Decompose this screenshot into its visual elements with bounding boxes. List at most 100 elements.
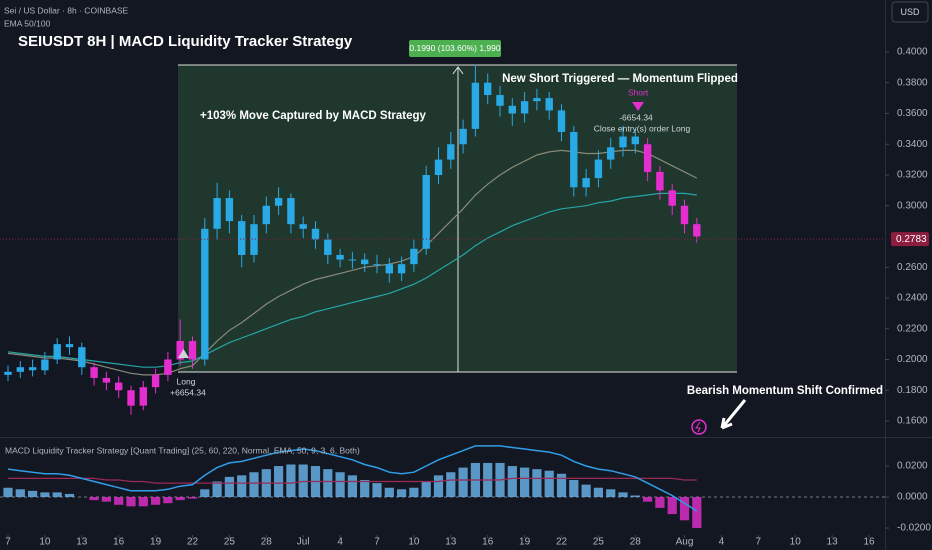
histogram-bar bbox=[360, 479, 370, 498]
candle-body bbox=[41, 359, 49, 371]
y-tick-label: 0.1600 bbox=[897, 416, 928, 427]
histogram-bar bbox=[323, 469, 333, 498]
candle-body bbox=[65, 344, 74, 348]
candle-body bbox=[459, 128, 467, 145]
candle-body bbox=[373, 264, 381, 266]
histogram-bar bbox=[101, 497, 112, 502]
histogram-bar bbox=[298, 464, 308, 498]
histogram-bar bbox=[163, 497, 173, 504]
histogram-bar bbox=[335, 472, 345, 498]
candle-body bbox=[53, 344, 61, 360]
histogram-bar bbox=[126, 497, 136, 507]
candle-body bbox=[348, 259, 357, 261]
x-tick-label: 16 bbox=[482, 537, 494, 548]
last-price-tag bbox=[891, 232, 929, 247]
candle-body bbox=[385, 264, 393, 274]
y-tick-label: 0.2600 bbox=[897, 262, 928, 273]
histogram-bar bbox=[249, 472, 259, 498]
histogram-bar bbox=[175, 497, 185, 501]
measure-arrow bbox=[452, 66, 464, 75]
histogram-bar bbox=[52, 492, 62, 498]
short-note: Close entry(s) order Long bbox=[594, 123, 691, 133]
histogram-bar bbox=[212, 481, 222, 498]
histogram-bar bbox=[372, 483, 382, 498]
candle-body bbox=[287, 198, 295, 225]
x-tick-label: 7 bbox=[756, 537, 762, 548]
candle-body bbox=[434, 159, 443, 175]
candle-body bbox=[238, 221, 246, 255]
long-marker bbox=[178, 349, 189, 358]
histogram-bar bbox=[606, 489, 616, 498]
y-tick-label: 0.2200 bbox=[897, 323, 928, 334]
candle-body bbox=[533, 98, 541, 102]
ema-line bbox=[7, 149, 698, 376]
candle-body bbox=[422, 174, 430, 249]
y-tick-label: 0.0200 bbox=[897, 461, 928, 472]
x-tick-label: 10 bbox=[790, 537, 802, 548]
y-tick-label: 0.3200 bbox=[897, 170, 928, 181]
histogram-bar bbox=[679, 497, 690, 521]
alert-icon[interactable] bbox=[691, 419, 707, 435]
histogram-bar bbox=[114, 497, 124, 505]
y-tick-label: 0.1800 bbox=[897, 385, 928, 396]
histogram-bar bbox=[347, 475, 358, 498]
candle-body bbox=[115, 382, 123, 391]
histogram-bar bbox=[286, 464, 296, 498]
x-tick-label: 10 bbox=[39, 537, 51, 548]
currency-button[interactable] bbox=[891, 1, 929, 23]
histogram-bar bbox=[89, 497, 99, 501]
x-tick-label: 7 bbox=[5, 537, 11, 548]
x-tick-label: 10 bbox=[408, 537, 420, 548]
histogram-bar bbox=[692, 497, 702, 529]
last-price-label: 0.2783 bbox=[896, 234, 927, 245]
histogram-bar bbox=[384, 487, 394, 498]
histogram-bar bbox=[581, 484, 591, 498]
candle-body bbox=[188, 341, 197, 360]
candle-body bbox=[262, 205, 270, 225]
currency-label: USD bbox=[900, 7, 920, 17]
candle-body bbox=[471, 82, 480, 129]
y-tick-label: 0.0000 bbox=[897, 492, 928, 503]
candle-body bbox=[557, 110, 566, 132]
histogram-bar bbox=[556, 473, 567, 498]
histogram-bar bbox=[396, 489, 407, 498]
candle-body bbox=[570, 131, 578, 188]
histogram-bar bbox=[630, 495, 640, 498]
histogram-bar bbox=[237, 475, 247, 498]
candle-body bbox=[311, 228, 320, 240]
histogram-bar bbox=[532, 469, 542, 498]
short-pnl: -6654.34 bbox=[619, 112, 653, 122]
y-tick-label: 0.3000 bbox=[897, 200, 928, 211]
candle-body bbox=[508, 105, 516, 114]
candle-body bbox=[336, 254, 344, 260]
x-tick-label: 16 bbox=[863, 537, 875, 548]
macd-title: MACD Liquidity Tracker Strategy [Quant T… bbox=[5, 445, 360, 455]
candle-body bbox=[16, 367, 24, 372]
candle-body bbox=[102, 377, 111, 383]
histogram-bar bbox=[138, 497, 148, 507]
candle-body bbox=[484, 82, 492, 96]
x-tick-label: 19 bbox=[150, 537, 162, 548]
annotation: New Short Triggered — Momentum Flipped bbox=[502, 73, 738, 85]
candle-body bbox=[213, 198, 221, 229]
y-tick-label: 0.3400 bbox=[897, 139, 928, 150]
indicator-info: EMA 50/100 bbox=[4, 18, 51, 28]
candle-body bbox=[520, 101, 529, 114]
candle-body bbox=[631, 136, 639, 145]
histogram-bar bbox=[458, 467, 468, 498]
measure-label: 0.1990 (103.60%) 1,990 bbox=[409, 43, 500, 53]
candle-body bbox=[127, 390, 135, 406]
y-tick-label: 0.2400 bbox=[897, 293, 928, 304]
x-tick-label: 22 bbox=[187, 537, 199, 548]
candle-body bbox=[668, 190, 676, 206]
candle-body bbox=[299, 224, 307, 229]
x-tick-label: 19 bbox=[519, 537, 531, 548]
histogram-bar bbox=[642, 497, 653, 502]
x-tick-label: 25 bbox=[593, 537, 605, 548]
candle-body bbox=[496, 95, 504, 106]
histogram-bar bbox=[421, 481, 431, 498]
measure-label-box bbox=[409, 40, 501, 57]
x-tick-label: 22 bbox=[556, 537, 568, 548]
